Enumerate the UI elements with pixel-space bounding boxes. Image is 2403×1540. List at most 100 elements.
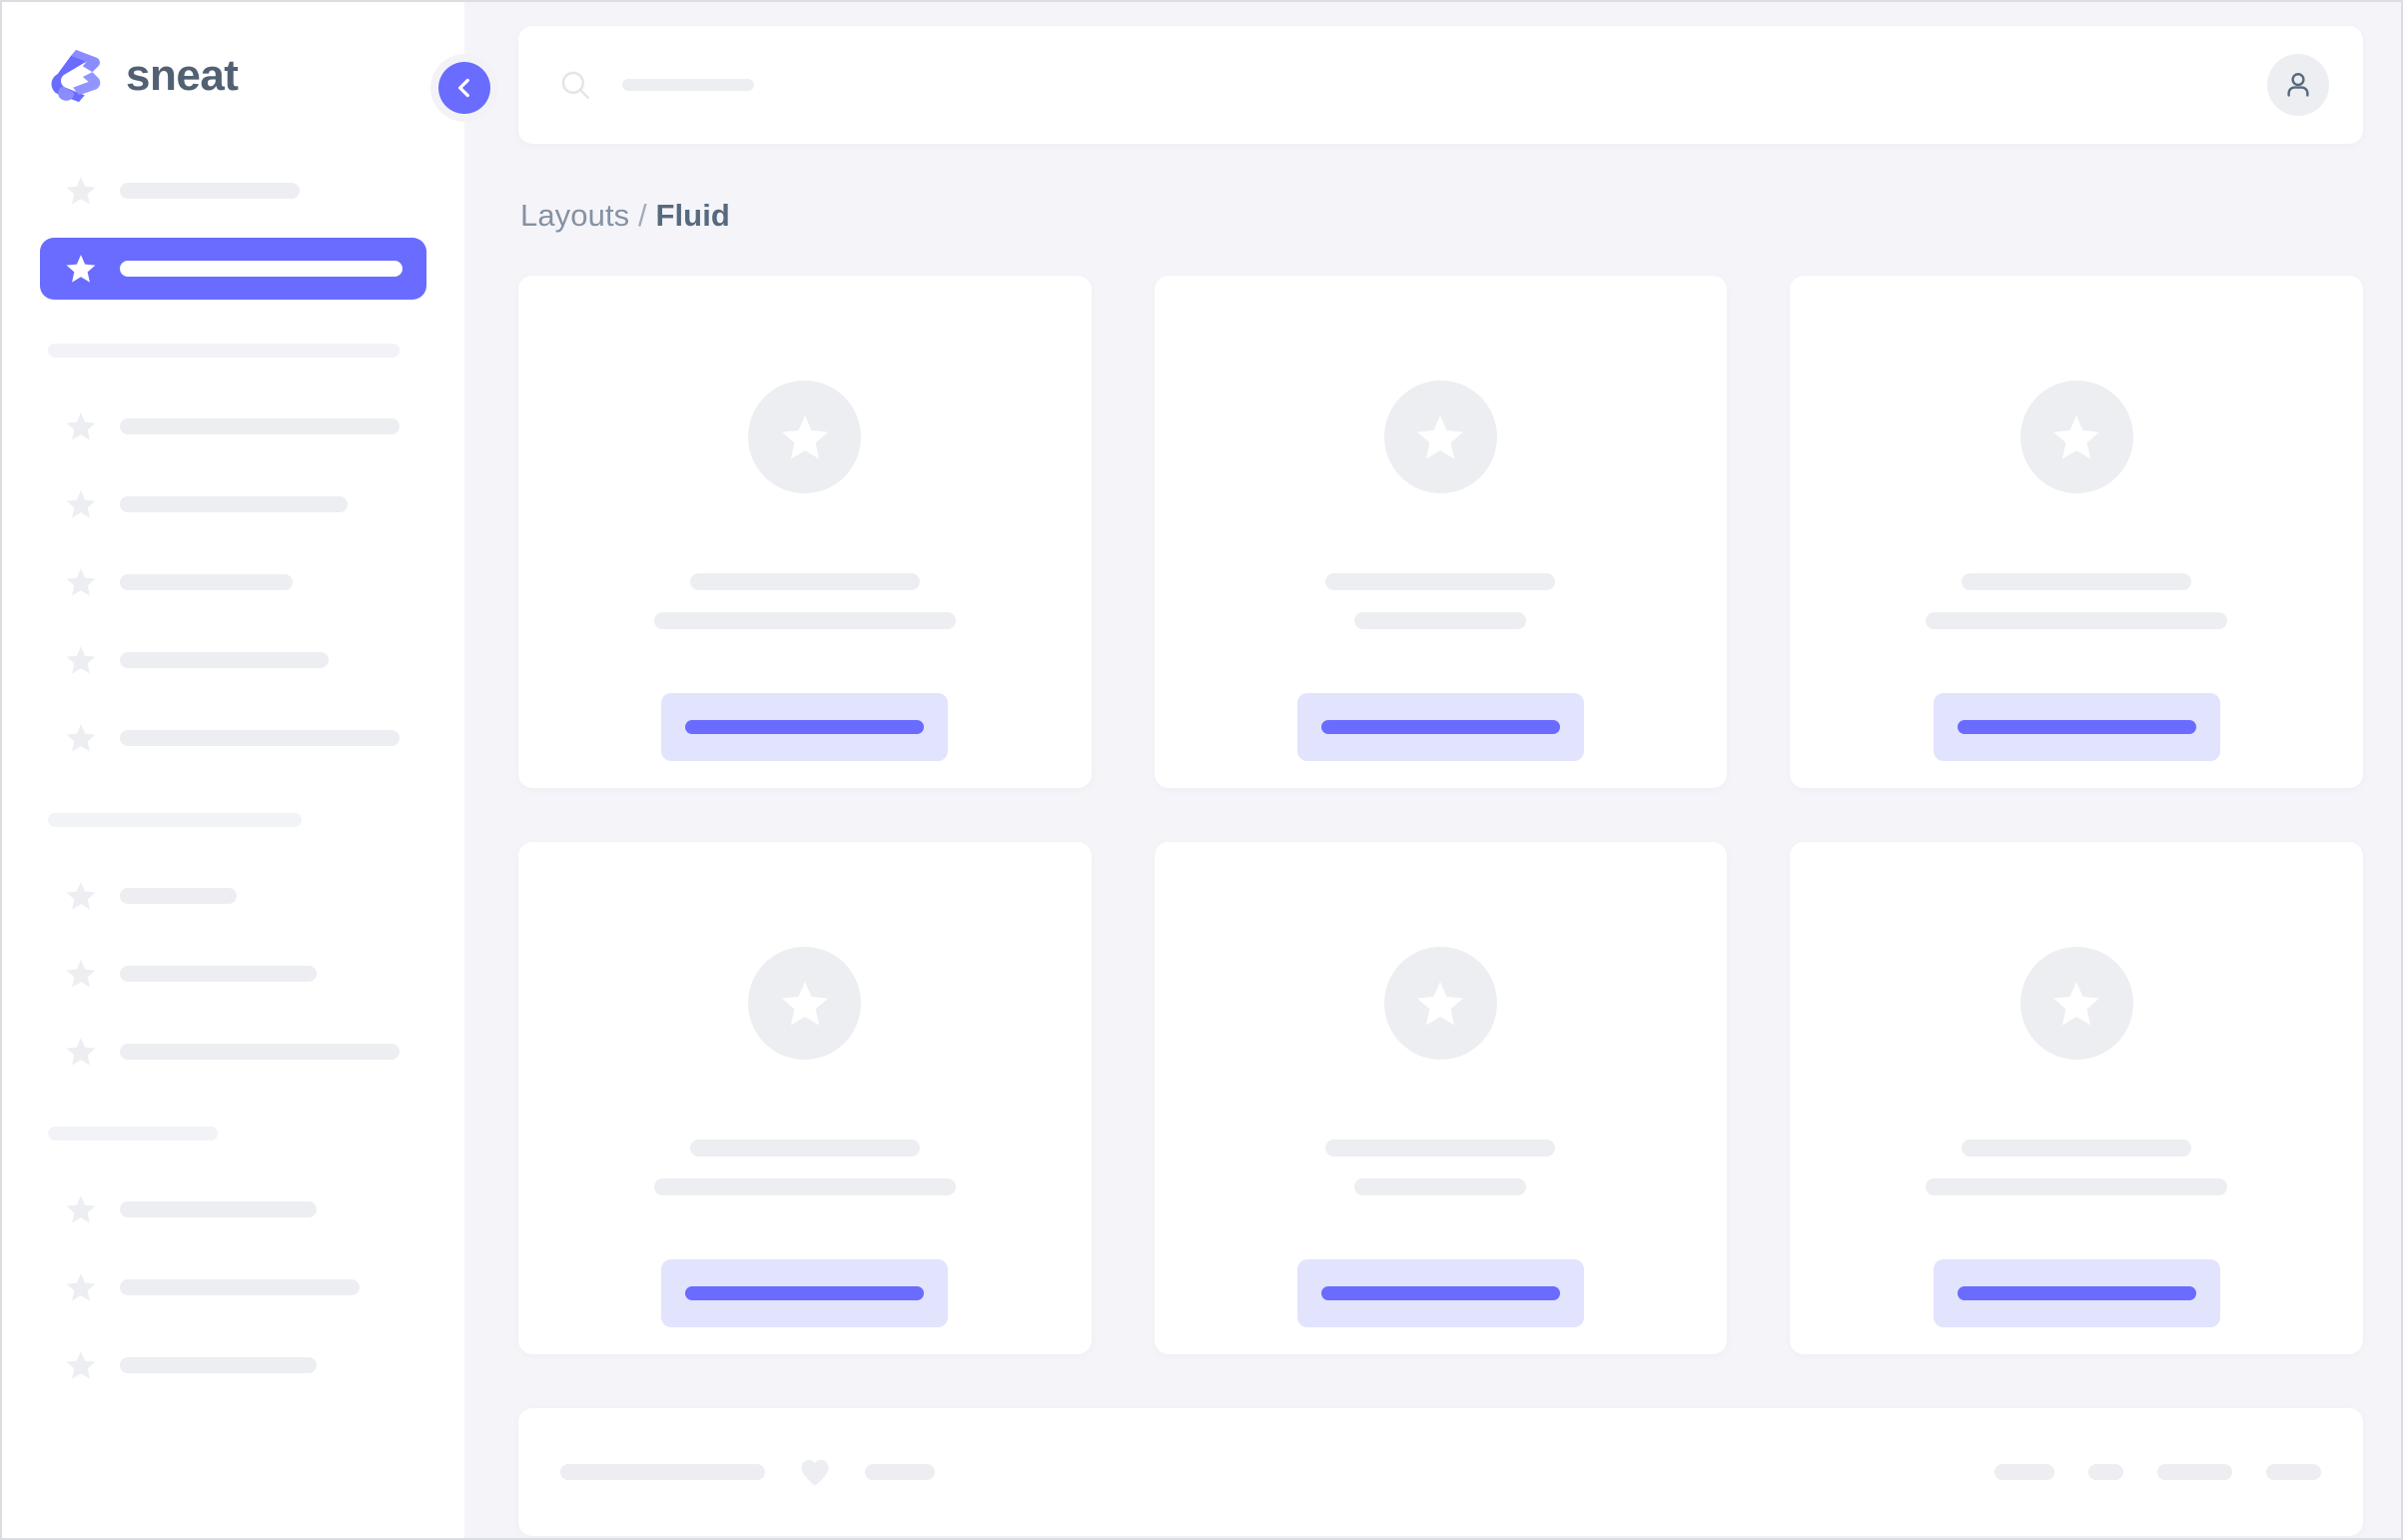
chevron-left-icon (458, 78, 469, 98)
sidebar-item-1-0[interactable] (40, 395, 426, 457)
sidebar-item-2-2[interactable] (40, 1021, 426, 1083)
star-icon (66, 490, 96, 518)
brand[interactable]: sneat (40, 2, 426, 150)
card-title-line (1325, 573, 1556, 590)
content-card (518, 842, 1092, 1354)
card-subtitle-line (1354, 612, 1527, 629)
sidebar-item-3-0[interactable] (40, 1178, 426, 1240)
sidebar-item-label (120, 496, 348, 512)
star-icon (66, 1038, 96, 1066)
sidebar: sneat (2, 2, 498, 1538)
sidebar-item-0-1[interactable] (40, 238, 426, 300)
star-icon (66, 1351, 96, 1379)
search-bar[interactable] (558, 68, 2267, 102)
sneat-s-logo-icon (51, 49, 101, 103)
star-icon (781, 414, 828, 459)
sidebar-item-0-0[interactable] (40, 160, 426, 222)
card-avatar (1383, 381, 1497, 493)
breadcrumb: Layouts / Fluid (518, 144, 2363, 276)
star-icon (1417, 414, 1464, 459)
sidebar-item-label (120, 261, 402, 277)
brand-name: sneat (126, 51, 239, 100)
breadcrumb-parent[interactable]: Layouts (520, 198, 630, 233)
footer-link-3[interactable] (2266, 1464, 2321, 1480)
search-icon (561, 71, 590, 100)
sidebar-item-label (120, 1279, 360, 1295)
sidebar-group-2 (40, 865, 426, 1083)
card-action-button[interactable] (1933, 693, 2220, 761)
card-action-button-label (1320, 720, 1560, 734)
card-action-button-label (685, 720, 925, 734)
card-avatar (748, 947, 862, 1060)
card-action-button[interactable] (1296, 1259, 1584, 1327)
sidebar-item-2-1[interactable] (40, 943, 426, 1005)
card-title-line (1962, 573, 2192, 590)
card-action-button-label (1957, 720, 2196, 734)
star-icon (66, 255, 96, 283)
sidebar-item-2-0[interactable] (40, 865, 426, 927)
footer-link-1[interactable] (2088, 1464, 2123, 1480)
footer-left (560, 1454, 935, 1490)
star-icon (66, 177, 96, 205)
card-subtitle-line (653, 1178, 956, 1195)
sidebar-item-1-1[interactable] (40, 473, 426, 535)
sidebar-item-1-2[interactable] (40, 551, 426, 613)
sidebar-item-label (120, 1357, 317, 1373)
sidebar-item-1-3[interactable] (40, 629, 426, 691)
card-action-button[interactable] (1933, 1259, 2220, 1327)
star-icon (2053, 414, 2100, 459)
card-action-button-label (685, 1286, 925, 1300)
sidebar-item-label (120, 730, 400, 746)
content-card (1790, 842, 2363, 1354)
card-avatar (748, 381, 862, 493)
sidebar-item-3-2[interactable] (40, 1334, 426, 1396)
avatar[interactable] (2267, 54, 2329, 116)
breadcrumb-separator: / (638, 198, 647, 233)
footer-links (1995, 1464, 2321, 1480)
content-card (518, 276, 1092, 788)
sidebar-item-3-1[interactable] (40, 1256, 426, 1318)
sidebar-item-label (120, 1201, 317, 1217)
collapse-sidebar-button-wrap (430, 54, 498, 122)
star-icon (66, 568, 96, 596)
card-action-button[interactable] (661, 1259, 949, 1327)
sidebar-item-label (120, 888, 237, 904)
card-title-line (1962, 1140, 2192, 1156)
card-subtitle-line (1926, 1178, 2228, 1195)
sidebar-item-label (120, 966, 317, 982)
sidebar-item-1-4[interactable] (40, 707, 426, 769)
card-avatar (2019, 381, 2133, 493)
content-card (1154, 842, 1728, 1354)
sidebar-section-divider (48, 813, 302, 827)
star-icon (1417, 981, 1464, 1026)
search-input[interactable] (622, 79, 754, 91)
footer-text-bar (560, 1464, 765, 1480)
sidebar-group-3 (40, 1178, 426, 1396)
card-title-line (1325, 1140, 1556, 1156)
card-subtitle-line (653, 612, 956, 629)
sidebar-section-divider (48, 344, 400, 358)
breadcrumb-current: Fluid (655, 198, 730, 233)
star-icon (66, 882, 96, 910)
sidebar-item-label (120, 652, 329, 668)
content-card (1154, 276, 1728, 788)
sidebar-group-0 (40, 160, 426, 300)
main-content: Layouts / Fluid (464, 2, 2401, 1538)
footer-link-2[interactable] (2157, 1464, 2232, 1480)
card-grid (518, 276, 2363, 1354)
footer-link-0[interactable] (1995, 1464, 2054, 1480)
collapse-sidebar-button[interactable] (438, 62, 490, 114)
sidebar-item-label (120, 183, 300, 199)
card-title-line (689, 1140, 920, 1156)
sidebar-section-divider (48, 1127, 218, 1141)
footer-author-bar (865, 1464, 935, 1480)
card-action-button[interactable] (661, 693, 949, 761)
card-subtitle-line (1926, 612, 2228, 629)
sidebar-group-1 (40, 395, 426, 769)
content-card (1790, 276, 2363, 788)
star-icon (781, 981, 828, 1026)
sidebar-item-label (120, 574, 293, 590)
card-action-button-label (1320, 1286, 1560, 1300)
card-action-button[interactable] (1296, 693, 1584, 761)
